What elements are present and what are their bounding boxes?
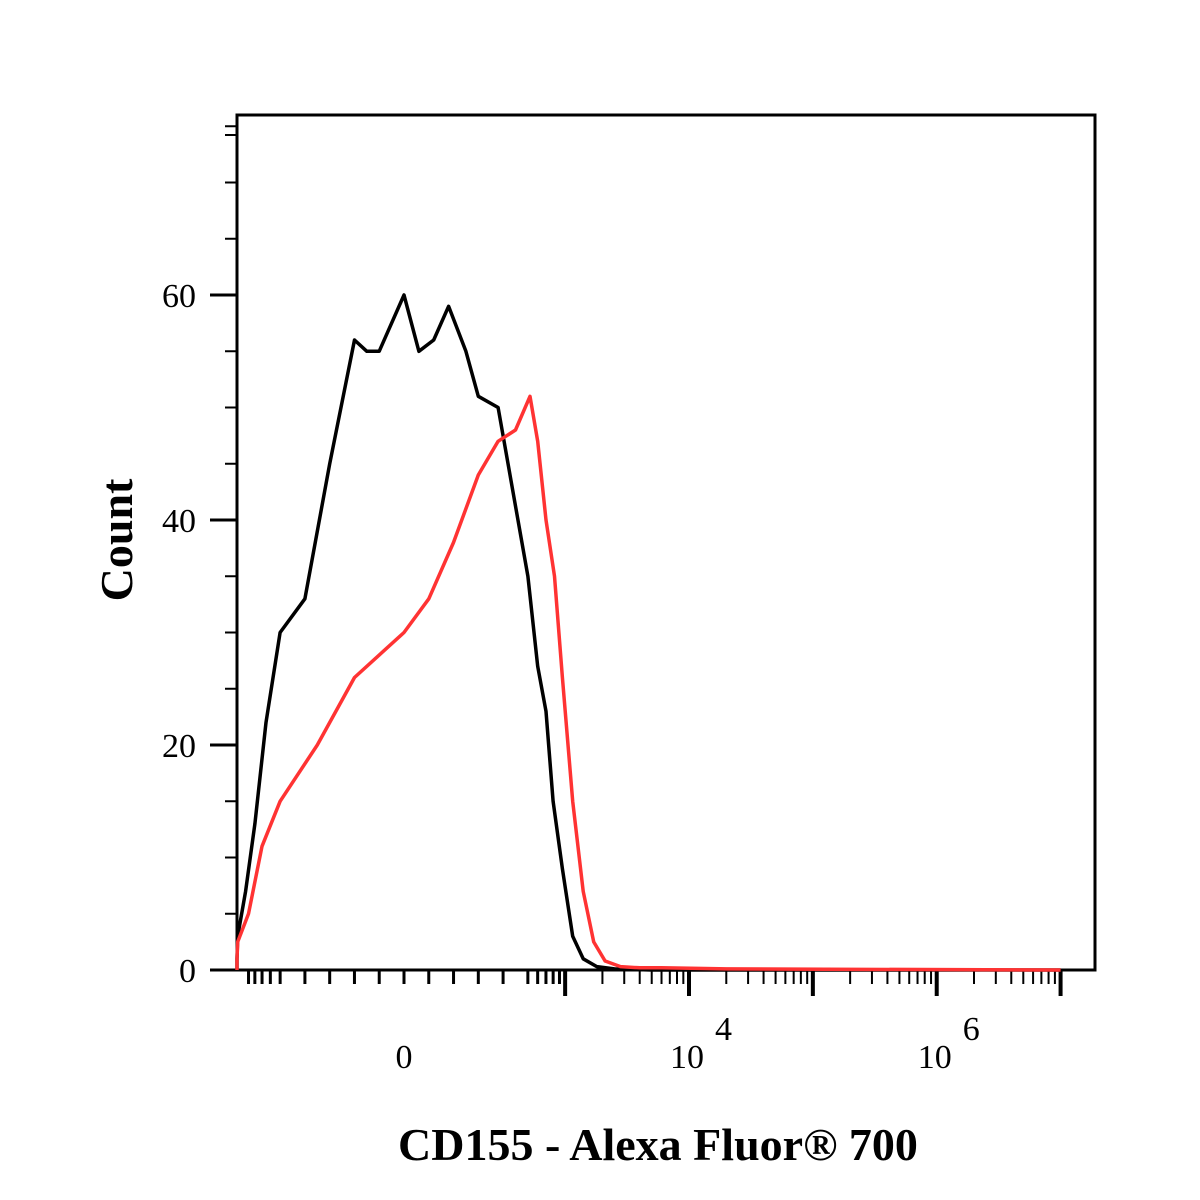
y-axis-minor-ticks — [225, 125, 237, 915]
y-tick-label: 0 — [179, 953, 196, 990]
x-tick-label-exponent: 4 — [715, 1011, 732, 1048]
x-tick-label-zero: 0 — [396, 1039, 413, 1076]
series-layer — [235, 293, 1061, 972]
series-line-2 — [235, 394, 1061, 972]
x-tick-label-base: 10 — [918, 1039, 952, 1076]
x-axis-title: CD155 - Alexa Fluor® 700 — [398, 1119, 918, 1170]
x-tick-label: 10 4 — [670, 1011, 732, 1076]
x-tick-label: 0 — [396, 1039, 413, 1076]
x-tick-label: 10 6 — [918, 1011, 980, 1076]
series-line-1 — [235, 293, 1061, 972]
y-axis-title: Count — [91, 478, 142, 601]
x-tick-label-exponent: 6 — [963, 1011, 980, 1048]
y-axis: 0 20 40 60 — [162, 278, 237, 990]
y-tick-label: 20 — [162, 728, 196, 765]
x-axis: 0 10 4 10 6 — [247, 970, 1063, 1076]
y-tick-label: 40 — [162, 503, 196, 540]
y-tick-label: 60 — [162, 278, 196, 315]
plot-frame — [235, 113, 1097, 972]
x-tick-label-base: 10 — [670, 1039, 704, 1076]
